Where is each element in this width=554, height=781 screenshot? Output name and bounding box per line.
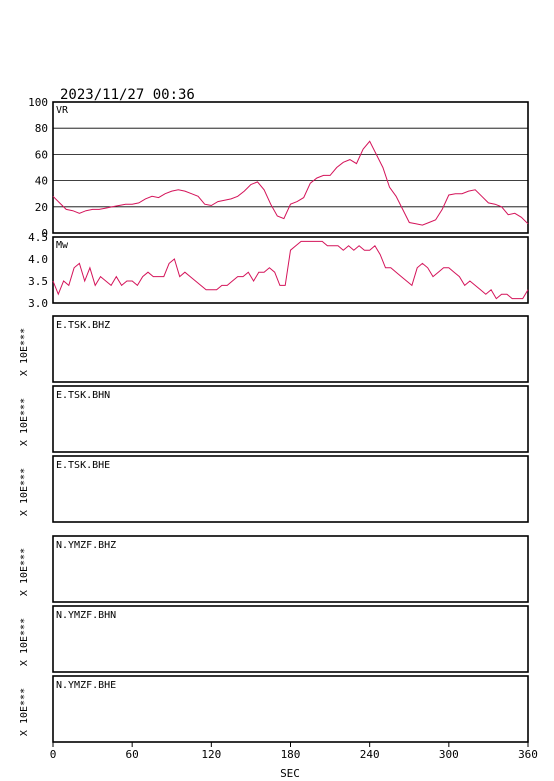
y-tick-label: 0 <box>41 227 48 240</box>
station-label: E.TSK.BHE <box>56 460 110 471</box>
panel-frame <box>52 101 529 234</box>
panel-label: Mw <box>56 240 69 251</box>
y-tick-label: 40 <box>35 175 48 188</box>
y-tick-label: 4.0 <box>28 253 48 266</box>
y-axis-unit-label: X 10E*** <box>19 688 30 736</box>
panel-frame <box>52 315 529 383</box>
waveform-panel: N.YMZF.BHZ X 10E*** <box>19 535 529 603</box>
panel-frame <box>52 605 529 673</box>
waveform-panel: N.YMZF.BHN X 10E*** <box>19 605 529 673</box>
x-tick-label: 240 <box>360 748 380 761</box>
x-tick-label: 120 <box>201 748 221 761</box>
waveform-panel: E.TSK.BHN X 10E*** <box>19 385 529 453</box>
panel-frame <box>52 385 529 453</box>
y-axis-unit-label: X 10E*** <box>19 548 30 596</box>
waveform-panel: E.TSK.BHE X 10E*** <box>19 455 529 523</box>
y-tick-label: 4.5 <box>28 231 48 244</box>
x-tick-label: 60 <box>126 748 139 761</box>
y-tick-label: 3.0 <box>28 297 48 310</box>
panel-frame <box>52 455 529 523</box>
panel-label: VR <box>56 105 69 116</box>
panel-frame <box>52 236 529 304</box>
x-axis-label: SEC <box>280 767 300 780</box>
waveform-panel: N.YMZF.BHE X 10E*** <box>19 675 529 743</box>
y-tick-label: 20 <box>35 201 48 214</box>
x-tick-label: 180 <box>281 748 301 761</box>
x-tick-label: 0 <box>50 748 57 761</box>
x-axis: 0 60 120 180 240 300 360 <box>50 742 538 761</box>
y-tick-label: 60 <box>35 148 48 161</box>
panel-frame <box>52 675 529 743</box>
y-axis-unit-label: X 10E*** <box>19 468 30 516</box>
chart-panel-mw: 4.5 4.0 3.5 3.0 Mw <box>28 231 529 310</box>
series-line-mw <box>52 240 529 300</box>
x-tick-label: 360 <box>518 748 538 761</box>
station-label: E.TSK.BHZ <box>56 320 110 331</box>
y-tick-label: 80 <box>35 122 48 135</box>
y-axis-unit-label: X 10E*** <box>19 618 30 666</box>
station-label: N.YMZF.BHN <box>56 610 116 621</box>
y-tick-label: 100 <box>28 96 48 109</box>
y-axis-unit-label: X 10E*** <box>19 398 30 446</box>
chart-panel-vr: 100 80 60 40 20 0 VR <box>28 96 529 240</box>
series-line-vr <box>52 140 529 226</box>
station-label: E.TSK.BHN <box>56 390 110 401</box>
station-label: N.YMZF.BHE <box>56 680 116 691</box>
panel-frame <box>52 535 529 603</box>
timestamp: 2023/11/27 00:36 <box>60 87 195 103</box>
y-axis-unit-label: X 10E*** <box>19 328 30 376</box>
x-tick-label: 300 <box>439 748 459 761</box>
y-tick-label: 3.5 <box>28 275 48 288</box>
waveform-panel: E.TSK.BHZ X 10E*** <box>19 315 529 383</box>
station-label: N.YMZF.BHZ <box>56 540 116 551</box>
